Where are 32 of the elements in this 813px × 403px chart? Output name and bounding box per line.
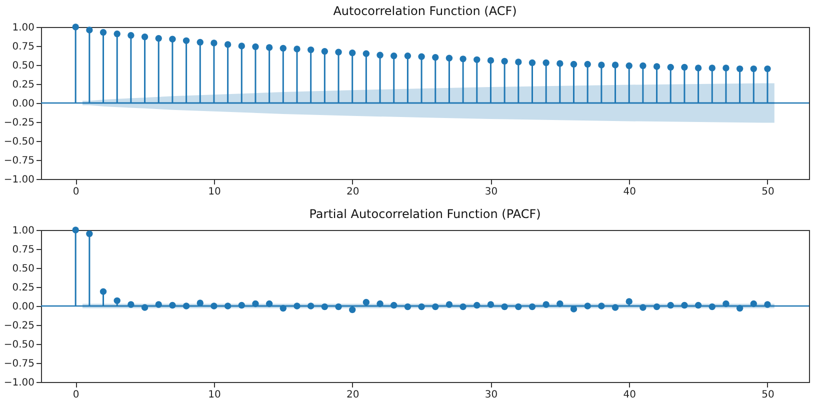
y-tick-label: 0.75 xyxy=(12,42,34,52)
y-tick-label: −0.50 xyxy=(4,340,34,350)
y-tick-label: 0.00 xyxy=(12,302,34,312)
y-tick-label: −1.00 xyxy=(4,174,34,186)
x-tick-label: 50 xyxy=(762,390,774,400)
y-tick-label: 0.50 xyxy=(12,264,34,274)
x-tick-label: 30 xyxy=(484,186,498,198)
y-tick-label: 0.00 xyxy=(12,98,34,110)
x-tick-label: 20 xyxy=(346,390,360,400)
y-tick-label: −0.75 xyxy=(4,156,34,166)
x-tick-label: 30 xyxy=(484,390,498,400)
y-tick-label: −0.50 xyxy=(4,136,34,148)
y-tick-label: −0.25 xyxy=(4,320,34,332)
x-tick-label: 40 xyxy=(623,390,636,400)
x-tick-label: 10 xyxy=(208,186,221,198)
y-tick-label: −1.00 xyxy=(4,378,34,388)
x-tick-label: 20 xyxy=(346,186,360,198)
x-tick-label: 10 xyxy=(208,390,221,400)
y-tick-label: 1.00 xyxy=(12,226,34,236)
chart-title: Autocorrelation Function (ACF) xyxy=(333,4,517,18)
y-tick-label: 1.00 xyxy=(12,22,34,34)
y-tick-label: 0.75 xyxy=(12,244,34,256)
x-tick-label: 0 xyxy=(72,186,80,198)
x-tick-label: 0 xyxy=(72,390,80,400)
x-tick-label: 40 xyxy=(623,186,636,198)
chart-title: Partial Autocorrelation Function (PACF) xyxy=(309,207,541,221)
y-tick-label: 0.25 xyxy=(12,282,34,294)
y-tick-label: 0.50 xyxy=(12,60,34,72)
y-tick-label: −0.25 xyxy=(4,118,34,128)
x-tick-label: 50 xyxy=(762,186,774,198)
y-tick-label: 0.25 xyxy=(12,80,34,90)
y-tick-label: −0.75 xyxy=(4,358,34,370)
